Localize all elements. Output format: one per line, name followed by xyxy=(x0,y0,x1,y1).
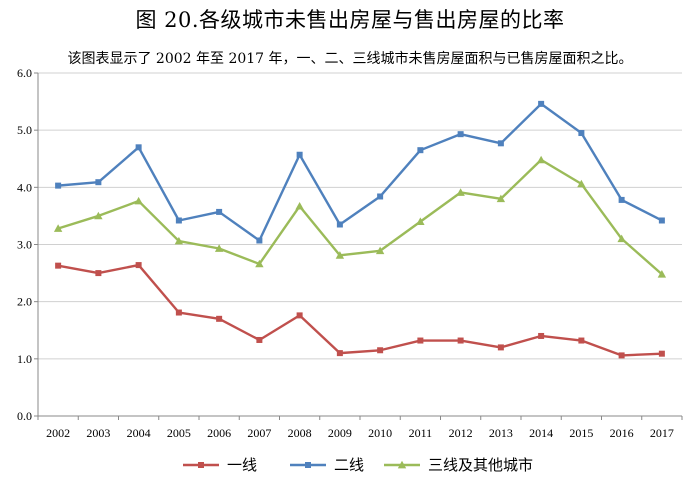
x-tick-label: 2016 xyxy=(610,426,634,440)
x-tick-label: 2004 xyxy=(127,426,151,440)
data-point xyxy=(416,217,425,225)
y-tick-label: 5.0 xyxy=(17,123,32,137)
x-tick-label: 2003 xyxy=(86,426,110,440)
legend-label: 二线 xyxy=(334,456,364,474)
data-point xyxy=(417,147,424,154)
data-point xyxy=(457,337,464,344)
data-point xyxy=(536,155,546,164)
y-tick-label: 0.0 xyxy=(17,409,32,423)
legend-label: 三线及其他城市 xyxy=(428,456,533,474)
series-line xyxy=(58,102,663,242)
legend-label: 一线 xyxy=(227,456,257,474)
data-point xyxy=(578,337,585,344)
series-2 xyxy=(55,100,665,244)
data-point xyxy=(578,130,585,137)
series-3 xyxy=(53,155,667,278)
y-tick-label: 6.0 xyxy=(17,66,32,80)
data-point xyxy=(417,337,424,344)
data-point xyxy=(377,347,384,354)
data-point xyxy=(135,144,142,151)
x-tick-label: 2002 xyxy=(46,426,70,440)
x-tick-label: 2017 xyxy=(650,426,674,440)
data-point xyxy=(335,251,345,259)
y-tick-label: 2.0 xyxy=(17,295,32,309)
data-point xyxy=(175,217,182,224)
data-point xyxy=(657,270,667,278)
data-point xyxy=(496,194,506,203)
data-point xyxy=(135,262,142,269)
data-point xyxy=(216,208,223,215)
y-tick-label: 4.0 xyxy=(17,180,32,194)
data-point xyxy=(53,224,63,232)
data-point xyxy=(456,188,465,196)
legend: 一线 二线 三线及其他城市 xyxy=(183,456,533,474)
x-tick-label: 2007 xyxy=(247,426,271,440)
data-point xyxy=(497,344,504,351)
x-tick-label: 2010 xyxy=(368,426,392,440)
x-tick-label: 2013 xyxy=(489,426,513,440)
legend-item-2: 二线 xyxy=(290,456,364,474)
data-point xyxy=(256,237,263,244)
x-tick-label: 2008 xyxy=(288,426,312,440)
legend-marker xyxy=(305,462,311,468)
data-point xyxy=(538,332,545,339)
legend-marker xyxy=(198,462,204,468)
x-tick-label: 2006 xyxy=(207,426,231,440)
data-point xyxy=(175,309,182,316)
series-line xyxy=(57,158,663,276)
x-tick-label: 2005 xyxy=(167,426,191,440)
chart-title: 图 20.各级城市未售出房屋与售出房屋的比率 xyxy=(135,8,565,32)
data-point xyxy=(497,140,504,147)
data-point xyxy=(577,179,586,188)
data-point xyxy=(618,352,625,359)
x-tick-label: 2009 xyxy=(328,426,352,440)
x-tick-label: 2011 xyxy=(409,426,433,440)
x-tick-label: 2014 xyxy=(529,426,553,440)
gridlines xyxy=(38,72,682,360)
data-point xyxy=(618,196,625,203)
data-point xyxy=(538,100,545,107)
data-point xyxy=(377,193,384,200)
series-group xyxy=(53,100,667,359)
data-point xyxy=(55,182,62,189)
y-tick-label: 3.0 xyxy=(17,238,32,252)
x-axis-ticks: 2002 2003 2004 2005 2006 2007 2008 2009 2010 2011… xyxy=(37,416,683,440)
data-point xyxy=(134,196,143,205)
data-point xyxy=(95,179,102,186)
chart-subtitle: 该图表显示了 2002 年至 2017 年，一、二、三线城市未售房屋面积与已售房… xyxy=(67,51,633,67)
legend-marker xyxy=(397,460,407,469)
data-point xyxy=(658,217,665,224)
data-point xyxy=(295,201,304,210)
x-tick-label: 2015 xyxy=(569,426,593,440)
series-line xyxy=(57,263,662,357)
data-point xyxy=(55,262,62,269)
y-axis-ticks: 0.0 1.0 2.0 3.0 4.0 5.0 6.0 xyxy=(17,66,38,423)
data-point xyxy=(94,211,103,220)
data-point xyxy=(617,234,626,243)
data-point xyxy=(95,270,102,277)
x-tick-label: 2012 xyxy=(449,426,473,440)
data-point xyxy=(256,336,263,343)
data-point xyxy=(214,244,224,252)
legend-item-1: 一线 xyxy=(183,456,257,474)
series-1 xyxy=(55,262,665,359)
data-point xyxy=(457,131,464,138)
data-point xyxy=(658,350,665,357)
data-point xyxy=(296,151,303,158)
data-point xyxy=(255,259,264,268)
data-point xyxy=(216,315,223,322)
y-tick-label: 1.0 xyxy=(17,352,32,366)
data-point xyxy=(174,236,184,245)
legend-item-3: 三线及其他城市 xyxy=(384,456,533,474)
data-point xyxy=(375,246,385,255)
data-point xyxy=(336,350,343,357)
data-point xyxy=(336,221,343,228)
data-point xyxy=(296,312,303,319)
